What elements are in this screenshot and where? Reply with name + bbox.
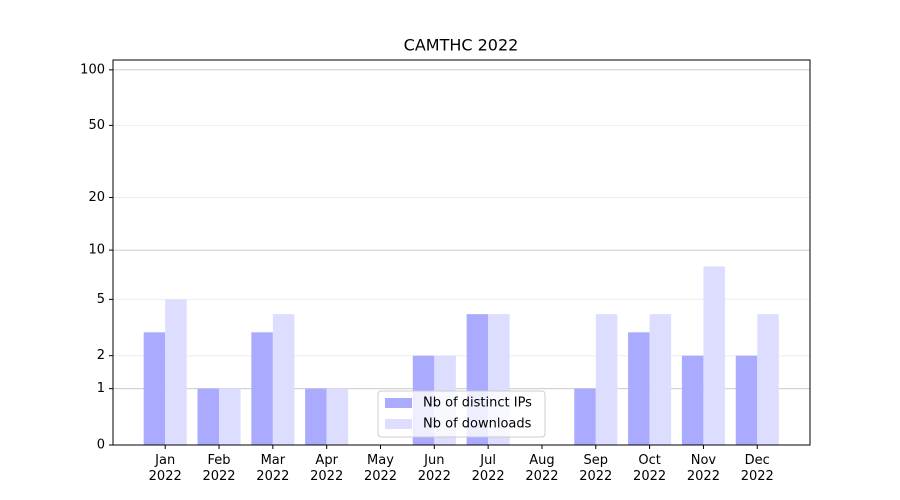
y-tick-label: 5 bbox=[97, 292, 105, 307]
x-tick-label: Mar 2022 bbox=[256, 453, 290, 484]
legend: Nb of distinct IPs Nb of downloads bbox=[377, 390, 546, 438]
bar bbox=[197, 388, 220, 445]
bar bbox=[219, 388, 241, 445]
x-tick-label: Apr 2022 bbox=[310, 453, 344, 484]
bar bbox=[272, 314, 295, 445]
x-tick-label: Jan 2022 bbox=[148, 453, 182, 484]
bar bbox=[305, 388, 327, 445]
bar bbox=[628, 332, 650, 445]
bar bbox=[757, 314, 779, 445]
x-tick-label: Nov 2022 bbox=[686, 453, 720, 484]
plot-frame bbox=[112, 59, 811, 446]
y-tick-label: 10 bbox=[88, 243, 105, 258]
chart-title: CAMTHC 2022 bbox=[404, 36, 519, 55]
bar bbox=[326, 388, 349, 445]
x-tick-label: Dec 2022 bbox=[740, 453, 774, 484]
bar bbox=[143, 332, 166, 445]
x-tick-label: Feb 2022 bbox=[202, 453, 236, 484]
y-tick-label: 1 bbox=[97, 381, 105, 396]
legend-swatch bbox=[385, 398, 412, 408]
bar bbox=[574, 388, 596, 445]
legend-label: Nb of distinct IPs bbox=[423, 396, 532, 411]
x-tick-label: Jul 2022 bbox=[471, 453, 505, 484]
bar bbox=[703, 266, 725, 445]
y-tick-label: 50 bbox=[88, 118, 105, 133]
x-tick-label: Jun 2022 bbox=[417, 453, 451, 484]
y-tick-label: 0 bbox=[97, 438, 105, 453]
legend-swatch bbox=[385, 419, 412, 429]
bar bbox=[595, 314, 618, 445]
bar bbox=[649, 314, 672, 445]
x-tick-label: May 2022 bbox=[363, 453, 398, 484]
bar bbox=[735, 355, 758, 445]
y-tick-label: 2 bbox=[97, 348, 105, 363]
x-tick-label: Aug 2022 bbox=[525, 453, 559, 484]
bar bbox=[681, 355, 704, 445]
x-tick-label: Sep 2022 bbox=[579, 453, 613, 484]
y-tick-label: 20 bbox=[88, 190, 105, 205]
bar bbox=[251, 332, 273, 445]
legend-label: Nb of downloads bbox=[423, 417, 532, 432]
legend-box bbox=[377, 390, 546, 438]
y-tick-label: 100 bbox=[80, 62, 105, 77]
bar bbox=[165, 299, 187, 445]
x-tick-label: Oct 2022 bbox=[633, 453, 667, 484]
